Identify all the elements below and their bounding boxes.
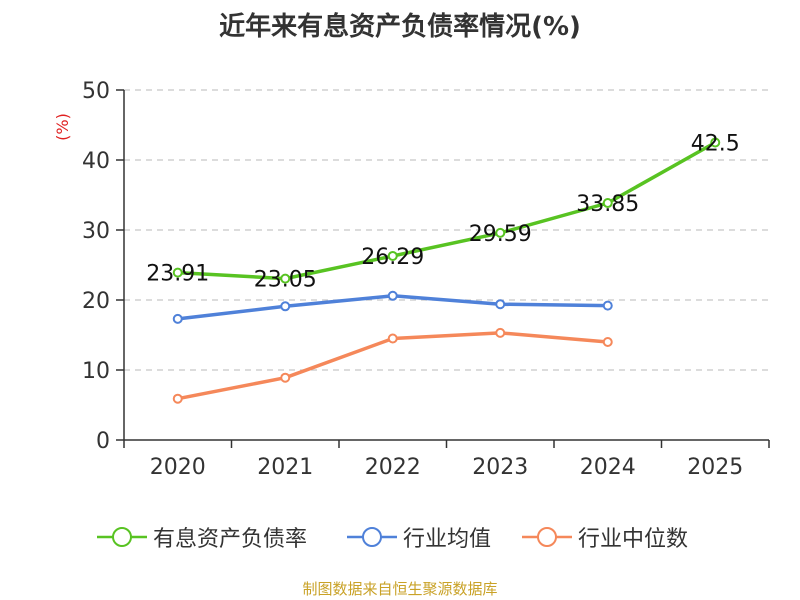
y-tick-label: 50 bbox=[82, 79, 110, 104]
data-label: 23.05 bbox=[254, 268, 317, 293]
legend-item-series-0[interactable]: 有息资产负债率 bbox=[97, 520, 307, 554]
y-tick-label: 30 bbox=[82, 219, 110, 244]
x-tick-label: 2025 bbox=[687, 455, 743, 480]
legend-line-circle-icon bbox=[97, 527, 147, 547]
y-tick-label: 0 bbox=[96, 429, 110, 454]
grid-lines bbox=[124, 89, 769, 371]
data-point bbox=[280, 301, 291, 312]
x-tick-label: 2021 bbox=[257, 455, 313, 480]
x-tick-label: 2020 bbox=[150, 455, 206, 480]
x-tick-label: 2024 bbox=[580, 455, 636, 480]
legend-line-circle-icon bbox=[522, 527, 572, 547]
data-point bbox=[602, 337, 613, 347]
data-point bbox=[280, 273, 291, 284]
series-line-0 bbox=[177, 140, 717, 281]
data-point bbox=[387, 250, 398, 261]
data-point bbox=[495, 299, 506, 310]
legend-item-series-1[interactable]: 行业均值 bbox=[347, 520, 491, 554]
legend-label: 行业中位数 bbox=[578, 527, 689, 552]
data-point bbox=[710, 137, 721, 148]
y-axis-label: (%) bbox=[53, 113, 72, 141]
y-tick-label: 10 bbox=[82, 359, 110, 384]
data-labels: 23.91 23.05 26.29 29.59 33.85 42.5 bbox=[146, 132, 739, 293]
legend: 有息资产负债率 行业均值 行业中位数 bbox=[0, 520, 800, 554]
legend-label: 行业均值 bbox=[403, 527, 492, 552]
data-label: 26.29 bbox=[361, 245, 424, 270]
chart-title: 近年来有息资产负债率情况(%) bbox=[219, 12, 581, 42]
source-note: 制图数据来自恒生聚源数据库 bbox=[302, 580, 498, 598]
data-point bbox=[172, 313, 183, 324]
data-point bbox=[602, 198, 613, 209]
data-point bbox=[172, 267, 183, 278]
axes: 0 10 20 30 40 50 (%) 2020 2021 2022 2023 2024 2025 bbox=[53, 79, 770, 480]
x-tick-label: 2023 bbox=[472, 455, 528, 480]
data-label: 29.59 bbox=[469, 222, 532, 247]
data-label: 42.5 bbox=[691, 132, 740, 157]
y-tick-label: 40 bbox=[82, 149, 110, 174]
data-point bbox=[602, 300, 613, 311]
data-label: 23.91 bbox=[146, 262, 209, 287]
data-point bbox=[495, 227, 506, 238]
y-tick-label: 20 bbox=[82, 289, 110, 314]
legend-item-series-2[interactable]: 行业中位数 bbox=[522, 520, 688, 554]
data-point bbox=[495, 327, 506, 338]
series-lines bbox=[172, 137, 721, 404]
data-point bbox=[387, 333, 398, 344]
data-label: 33.85 bbox=[576, 192, 639, 217]
data-point bbox=[280, 372, 291, 383]
x-tick-label: 2022 bbox=[365, 455, 421, 480]
legend-line-circle-icon bbox=[347, 527, 397, 547]
data-point bbox=[387, 290, 398, 301]
legend-label: 有息资产负债率 bbox=[153, 527, 308, 552]
data-point bbox=[172, 393, 183, 404]
